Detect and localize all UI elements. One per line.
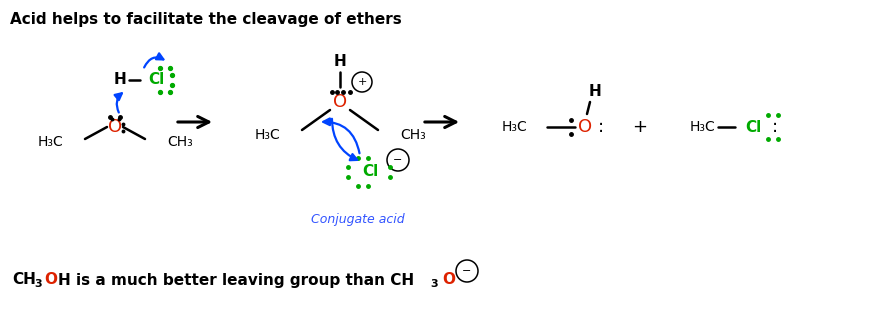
- Text: Acid helps to facilitate the cleavage of ethers: Acid helps to facilitate the cleavage of…: [10, 12, 402, 27]
- Text: H is a much better leaving group than CH: H is a much better leaving group than CH: [58, 272, 414, 287]
- Text: Cl: Cl: [745, 119, 761, 134]
- Text: O: O: [44, 272, 57, 287]
- FancyArrowPatch shape: [323, 119, 359, 153]
- Text: Cl: Cl: [362, 164, 378, 179]
- Text: :: :: [598, 118, 604, 136]
- FancyArrowPatch shape: [332, 119, 357, 160]
- Text: −: −: [393, 155, 403, 165]
- Text: CH₃: CH₃: [400, 128, 426, 142]
- Text: Cl: Cl: [148, 72, 164, 87]
- FancyArrowPatch shape: [114, 93, 121, 113]
- Text: CH₃: CH₃: [167, 135, 193, 149]
- Text: +: +: [633, 118, 648, 136]
- Text: :: :: [772, 118, 778, 136]
- Text: H₃C: H₃C: [690, 120, 716, 134]
- Text: H₃C: H₃C: [38, 135, 63, 149]
- Text: H₃C: H₃C: [502, 120, 527, 134]
- Text: CH: CH: [12, 272, 36, 287]
- Text: 3: 3: [34, 279, 42, 289]
- Text: H: H: [588, 85, 601, 100]
- FancyArrowPatch shape: [144, 53, 163, 67]
- Text: Conjugate acid: Conjugate acid: [311, 213, 405, 227]
- Text: +: +: [357, 77, 367, 87]
- Text: H: H: [114, 72, 127, 87]
- Text: H₃C: H₃C: [254, 128, 280, 142]
- Text: H: H: [334, 55, 346, 70]
- Text: O: O: [108, 118, 122, 136]
- Text: 3: 3: [430, 279, 438, 289]
- Text: O: O: [578, 118, 592, 136]
- Text: O: O: [333, 93, 347, 111]
- Text: −: −: [462, 266, 472, 276]
- Text: O: O: [442, 272, 455, 287]
